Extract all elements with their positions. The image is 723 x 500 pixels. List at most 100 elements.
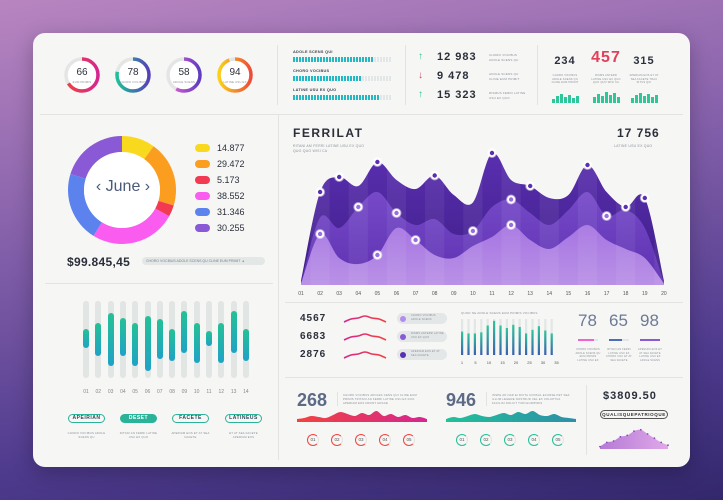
bar-track[interactable] — [181, 301, 188, 378]
counter-bar — [572, 98, 575, 103]
month-selector[interactable]: ‹ June › — [88, 178, 158, 196]
bar-track[interactable] — [83, 301, 89, 378]
counter-bar — [560, 94, 563, 103]
mini-bar — [486, 325, 489, 355]
donut-segment[interactable] — [70, 136, 122, 179]
bar-track[interactable] — [119, 301, 126, 378]
donut-segment[interactable] — [68, 174, 102, 236]
price-point — [612, 440, 615, 442]
donut-segment[interactable] — [122, 136, 154, 160]
step-button[interactable]: 05 — [403, 434, 415, 446]
legend-pill[interactable]: RISMS ANTERR LATINE USU EX QUO — [397, 331, 447, 342]
arrow-up-icon: ↑ — [418, 89, 423, 100]
bar-fill — [144, 315, 151, 372]
mini-chart-title: QUOD NE ADOLE SCENS EUM PRIMIS VOCIBUS — [461, 311, 538, 315]
x-tick-label: 01 — [298, 291, 304, 297]
bar-label: 12 — [218, 389, 225, 395]
bar-track[interactable] — [169, 301, 176, 378]
mini-bar — [499, 325, 502, 355]
stat-text: ADOLE SCENS QU CLINE EUM PRIMIT — [489, 72, 520, 81]
chevron-right-icon[interactable]: › — [144, 178, 151, 195]
filter-button-facete[interactable]: FACETE — [172, 414, 209, 423]
bar-label: 10 — [193, 389, 200, 395]
step-button[interactable]: 02 — [331, 434, 343, 446]
wave-value: 268 — [297, 390, 328, 410]
chart-total-label: LATINE USU EX QUO — [614, 144, 653, 148]
step-button[interactable]: 02 — [480, 434, 492, 446]
bar-label: 05 — [132, 389, 138, 395]
counter-text: APERIAM EOS ET AT SEA FACETE TRAC SITUS … — [629, 74, 659, 84]
data-point-dot — [604, 213, 609, 219]
gauge-fill — [166, 57, 202, 93]
counter-bar — [639, 93, 642, 103]
wave-chart — [446, 410, 576, 422]
step-button[interactable]: 03 — [355, 434, 367, 446]
stat-value: 9 478 — [437, 70, 470, 82]
gauge-value: 58 — [178, 67, 190, 78]
bar-track[interactable] — [156, 301, 163, 378]
bar-track[interactable] — [132, 301, 139, 378]
bar-label: 02 — [95, 389, 102, 395]
bar-fill — [169, 329, 176, 362]
data-point-dot — [528, 183, 533, 189]
bar-track[interactable] — [144, 301, 151, 378]
legend-value: 38.552 — [217, 191, 245, 201]
percent-bar — [609, 339, 629, 341]
step-button[interactable]: 01 — [456, 434, 468, 446]
bar-track[interactable] — [230, 301, 237, 378]
step-button[interactable]: 01 — [307, 434, 319, 446]
bar-track[interactable] — [218, 301, 225, 378]
gauge-value: 66 — [76, 67, 88, 78]
donut-segment[interactable] — [155, 200, 174, 217]
pill-text: RISMS ANTERR LATINE USU EX QUO — [411, 332, 444, 339]
donut-segment[interactable] — [144, 146, 176, 206]
percent-fill — [609, 339, 622, 341]
legend-pill[interactable]: CHORO VOCIBUS ADOLE SCENS — [397, 313, 447, 324]
filter-button-apeirian[interactable]: APEIRIAN — [68, 414, 105, 423]
legend-pill[interactable]: APERIAM EOS ET AT SEA FACETE — [397, 349, 447, 360]
chart-stripe — [348, 145, 368, 285]
donut-segment[interactable] — [93, 208, 170, 244]
wave-area — [297, 410, 427, 422]
price-point — [633, 430, 635, 433]
filter-button-deset[interactable]: DESET — [120, 414, 157, 423]
counter-bar — [635, 95, 638, 103]
step-button[interactable]: 04 — [379, 434, 391, 446]
mini-x-label: 1 — [461, 360, 464, 365]
filter-button-latineus[interactable]: LATINEUS — [225, 414, 262, 423]
bar-label: 13 — [230, 389, 237, 395]
stat-value: 12 983 — [437, 51, 477, 63]
bar-fill — [206, 331, 212, 347]
x-tick-label: 04 — [356, 291, 362, 297]
arrow-down-icon: ↓ — [418, 70, 423, 81]
bar-fill — [218, 322, 225, 363]
mini-bar — [525, 333, 528, 355]
divider — [405, 45, 406, 105]
bar-track[interactable] — [193, 301, 200, 378]
data-point-dot — [375, 159, 380, 165]
bar-track[interactable] — [242, 301, 249, 378]
gauge-ring — [217, 57, 253, 93]
step-button[interactable]: 04 — [528, 434, 540, 446]
chevron-left-icon[interactable]: ‹ — [95, 178, 102, 195]
legend-swatch — [195, 176, 210, 184]
bar-track[interactable] — [206, 301, 212, 378]
bar-track[interactable] — [107, 301, 114, 378]
counter-bar — [613, 93, 616, 103]
bar-label: 04 — [120, 389, 126, 395]
divider — [537, 45, 538, 105]
step-button[interactable]: 03 — [504, 434, 516, 446]
area-chart: 01 02 03 04 05 06 07 08 09 10 11 12 13 14 15 16 17 18 19 20 — [298, 145, 674, 297]
percent-value: 98 — [640, 311, 659, 330]
wave-value: 946 — [446, 390, 477, 410]
legend-value: 30.255 — [217, 223, 245, 233]
mini-x-label: 15 — [500, 360, 505, 365]
step-button[interactable]: 05 — [552, 434, 564, 446]
counter-bar — [655, 95, 658, 103]
price-badge[interactable]: QUALISQUEPATRIOQUE — [600, 410, 668, 419]
price-point — [599, 445, 601, 448]
bar-track[interactable] — [95, 301, 102, 378]
counter-bar — [605, 92, 608, 103]
pill-text: CHORO VOCIBUS ADOLE SCENS — [411, 314, 436, 321]
divider — [285, 302, 683, 303]
